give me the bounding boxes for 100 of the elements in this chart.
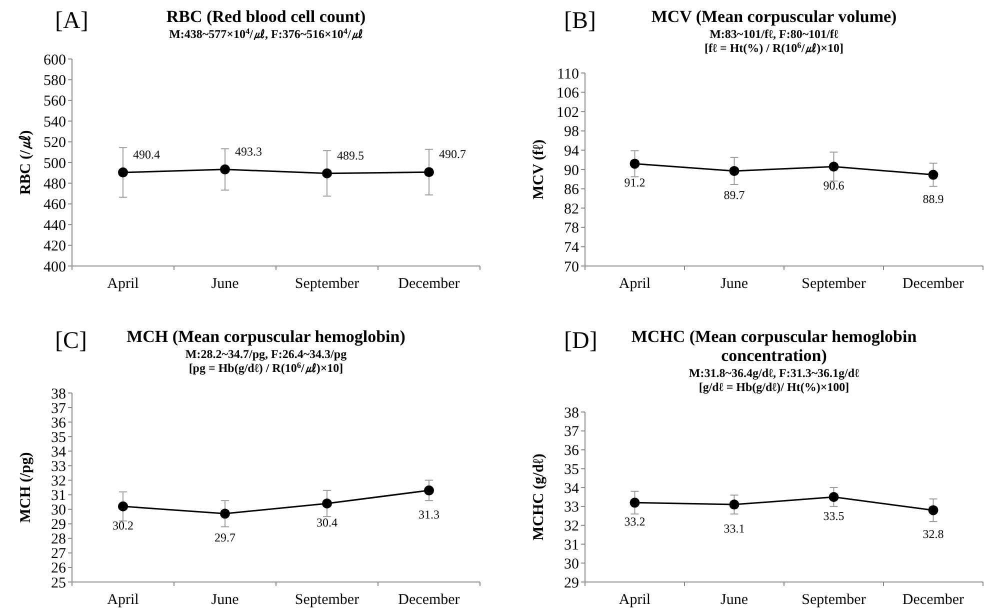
- chart-title: MCHC (Mean corpuscular hemoglobin concentration): [631, 327, 918, 365]
- y-tick-label: 102: [556, 104, 579, 121]
- x-tick-label: April: [107, 592, 139, 608]
- x-tick-label: June: [211, 592, 240, 608]
- data-label: 33.2: [624, 514, 646, 529]
- y-tick-label: 31: [51, 488, 66, 504]
- x-tick-label: April: [618, 592, 651, 608]
- y-tick-label: 29: [564, 575, 579, 592]
- point: [828, 492, 839, 502]
- y-tick-label: 78: [564, 220, 579, 237]
- y-tick-label: 90: [564, 162, 579, 179]
- y-tick-label: 33: [564, 500, 579, 516]
- y-tick-label: 30: [564, 556, 579, 572]
- y-tick-label: 34: [51, 444, 66, 460]
- y-tick-label: 26: [51, 560, 66, 577]
- y-tick-label: 37: [564, 424, 580, 440]
- x-tick-label: June: [720, 276, 748, 292]
- data-label: 29.7: [214, 530, 236, 545]
- x-tick-label: December: [398, 276, 460, 292]
- y-tick-label: 29: [51, 517, 66, 534]
- y-tick-label: 98: [564, 124, 579, 140]
- point: [220, 508, 230, 519]
- y-tick-label: 420: [44, 238, 66, 255]
- y-tick-label: 30: [51, 502, 66, 519]
- point: [630, 498, 640, 508]
- text: [B]: [564, 8, 596, 34]
- y-axis-title: MCV (fℓ): [531, 140, 547, 200]
- data-label: 489.5: [337, 148, 364, 162]
- text: [A]: [55, 8, 88, 34]
- point: [729, 166, 740, 176]
- y-axis-title: RBC (/㎕): [18, 130, 34, 195]
- y-axis-title: MCHC (g/dℓ): [531, 454, 547, 540]
- y-tick-label: 27: [51, 546, 66, 562]
- chart-subtitle: M:28.2~34.7/pg, F:26.4~34.3/pg [pg = Hb(g/dℓ) / R(10$^{6}$/㎕)×10]: [185, 347, 347, 375]
- data-label: 91.2: [624, 176, 646, 190]
- data-label: 490.7: [439, 147, 466, 162]
- y-tick-label: 460: [44, 197, 66, 214]
- data-label: 88.9: [922, 192, 944, 206]
- x-tick-label: June: [720, 592, 748, 608]
- x-tick-label: April: [618, 276, 651, 292]
- y-tick-label: 106: [556, 86, 580, 102]
- y-tick-label: 440: [44, 218, 66, 234]
- chart-subtitle: M:31.8~36.4g/dℓ, F:31.3~36.1g/dℓ [g/dℓ = Hb(g/dℓ)/ Ht(%)×100]: [688, 366, 860, 394]
- data-label: 30.4: [316, 515, 338, 530]
- data-label: 32.8: [922, 527, 944, 542]
- y-tick-label: 32: [51, 473, 66, 490]
- y-tick-label: 36: [564, 443, 580, 460]
- point: [118, 501, 128, 512]
- y-tick-label: 110: [557, 66, 579, 82]
- data-label: 31.3: [418, 507, 440, 522]
- y-tick-label: 540: [44, 114, 66, 130]
- y-tick-label: 74: [564, 240, 580, 256]
- chart-title: MCH (Mean corpuscular hemoglobin): [126, 327, 406, 346]
- y-tick-label: 35: [51, 430, 66, 446]
- chart-title: RBC (Red blood cell count): [166, 7, 366, 26]
- y-tick-label: 520: [44, 135, 66, 152]
- point: [928, 505, 938, 516]
- point: [630, 158, 640, 169]
- x-tick-label: September: [294, 592, 360, 608]
- y-tick-label: 70: [564, 259, 579, 276]
- data-label: 493.3: [235, 144, 262, 158]
- y-tick-label: 400: [44, 259, 66, 276]
- y-tick-label: 36: [51, 415, 66, 432]
- y-axis-title: MCH (/pg): [18, 452, 34, 523]
- y-tick-label: 38: [564, 405, 579, 422]
- y-tick-label: 94: [564, 143, 580, 160]
- x-tick-label: December: [398, 592, 460, 608]
- x-tick-label: December: [902, 592, 964, 608]
- data-label: 33.5: [823, 509, 844, 523]
- y-tick-label: 28: [51, 532, 66, 548]
- y-tick-label: 86: [564, 182, 580, 198]
- y-tick-label: 25: [51, 575, 66, 592]
- chart-subtitle: M:83~101/fℓ, F:80~101/fℓ [fℓ = Ht(%) / R(10$^{6}$/㎕)×10]: [704, 27, 844, 55]
- text: [C]: [55, 328, 87, 354]
- chart-subtitle: M:438~577×10$^{4}$/㎕, F:376~516×10$^{4}$/㎕: [169, 26, 363, 41]
- x-tick-label: December: [902, 276, 964, 292]
- y-tick-label: 34: [564, 480, 580, 497]
- x-tick-label: April: [107, 276, 139, 292]
- data-label: 90.6: [823, 178, 844, 193]
- text: [D]: [564, 328, 598, 354]
- y-tick-label: 600: [44, 52, 66, 68]
- point: [424, 485, 434, 496]
- data-label: 33.1: [724, 522, 745, 536]
- point: [322, 498, 332, 508]
- point: [729, 500, 740, 510]
- y-tick-label: 560: [44, 94, 66, 110]
- y-tick-label: 32: [564, 518, 579, 535]
- chart-title: MCV (Mean corpuscular volume): [651, 7, 897, 26]
- y-tick-label: 82: [564, 201, 579, 218]
- point: [828, 162, 839, 172]
- data-label: 89.7: [724, 188, 745, 202]
- x-tick-label: June: [211, 276, 240, 292]
- y-tick-label: 38: [51, 386, 66, 402]
- x-tick-label: September: [802, 276, 866, 292]
- data-label: 490.4: [133, 147, 160, 162]
- y-tick-label: 500: [44, 156, 66, 172]
- y-tick-label: 31: [564, 537, 579, 554]
- y-tick-label: 37: [51, 400, 66, 417]
- y-tick-label: 480: [44, 176, 66, 192]
- y-tick-label: 35: [564, 462, 579, 478]
